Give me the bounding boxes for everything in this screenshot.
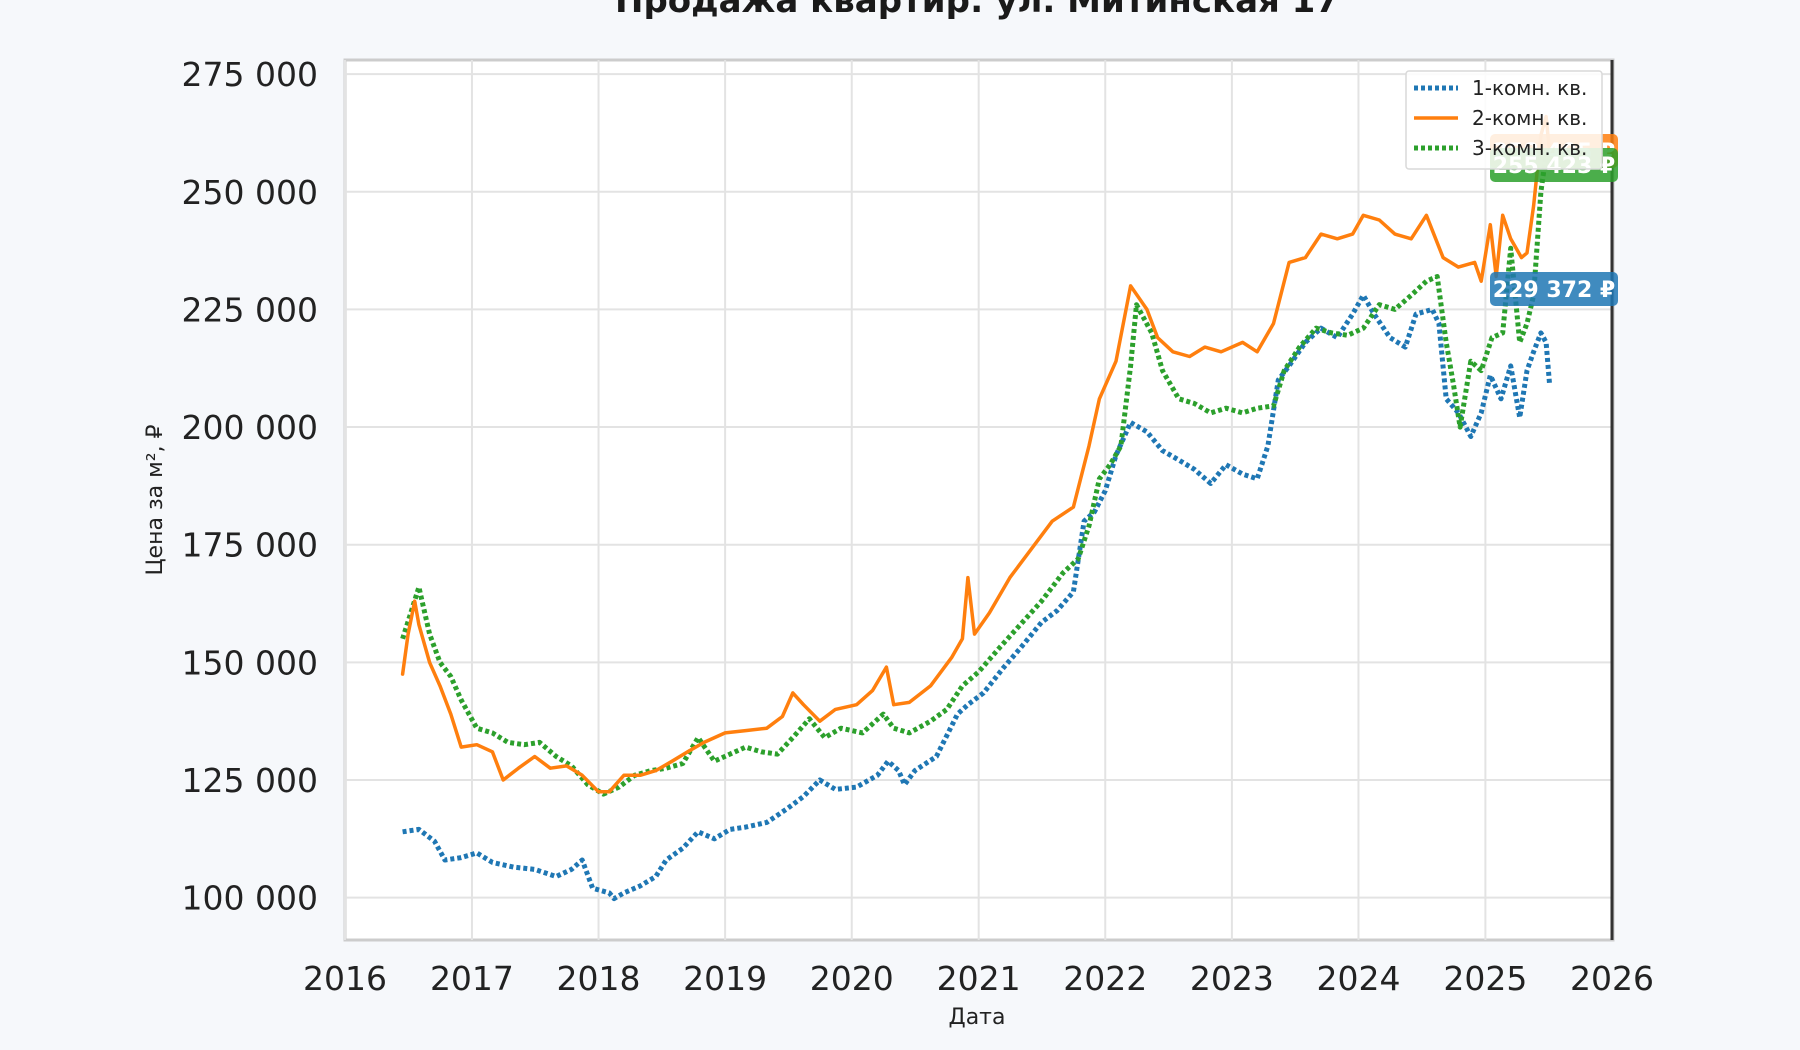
legend-label-1: 1-комн. кв. [1472, 76, 1587, 100]
series-layer [400, 114, 1553, 902]
x-tick-label: 2021 [937, 959, 1021, 998]
x-tick-label: 2026 [1570, 959, 1654, 998]
y-tick-label: 200 000 [182, 408, 318, 447]
y-tick-label: 225 000 [182, 290, 318, 329]
y-tick-label: 100 000 [182, 879, 318, 918]
x-tick-label: 2025 [1443, 959, 1527, 998]
y-tick-label: 150 000 [182, 643, 318, 682]
x-tick-label: 2016 [303, 959, 387, 998]
x-tick-label: 2017 [430, 959, 514, 998]
x-axis: 2016 2017 2018 2019 2020 2021 2022 2023 2024 2025… [303, 959, 1654, 998]
legend-label-2: 2-комн. кв. [1472, 106, 1587, 130]
chart-title: Продажа квартир: ул. Митинская 17 [615, 0, 1339, 21]
legend: 1-комн. кв. 2-комн. кв. 3-комн. кв. [1405, 70, 1603, 170]
series-line-1 [402, 292, 1553, 902]
grid [344, 60, 1613, 940]
legend-box [1405, 70, 1603, 170]
y-axis-label: Цена за м², ₽ [143, 424, 168, 575]
end-label-1: 229 372 ₽ [1490, 272, 1618, 306]
x-tick-label: 2023 [1190, 959, 1274, 998]
series-line-2 [400, 114, 1552, 794]
end-label-badge [1490, 272, 1618, 306]
x-tick-label: 2018 [557, 959, 641, 998]
x-tick-label: 2019 [683, 959, 767, 998]
x-tick-label: 2024 [1316, 959, 1400, 998]
end-label-text: 229 372 ₽ [1493, 278, 1615, 303]
y-axis: 100 000 125 000 150 000 175 000 200 000 225 0… [182, 55, 318, 918]
x-tick-label: 2020 [810, 959, 894, 998]
y-tick-label: 125 000 [182, 761, 318, 800]
y-tick-label: 275 000 [182, 55, 318, 94]
y-tick-label: 250 000 [182, 173, 318, 212]
legend-label-3: 3-комн. кв. [1472, 136, 1587, 160]
y-tick-label: 175 000 [182, 526, 318, 565]
x-tick-label: 2022 [1063, 959, 1147, 998]
x-axis-label: Дата [949, 1005, 1006, 1030]
